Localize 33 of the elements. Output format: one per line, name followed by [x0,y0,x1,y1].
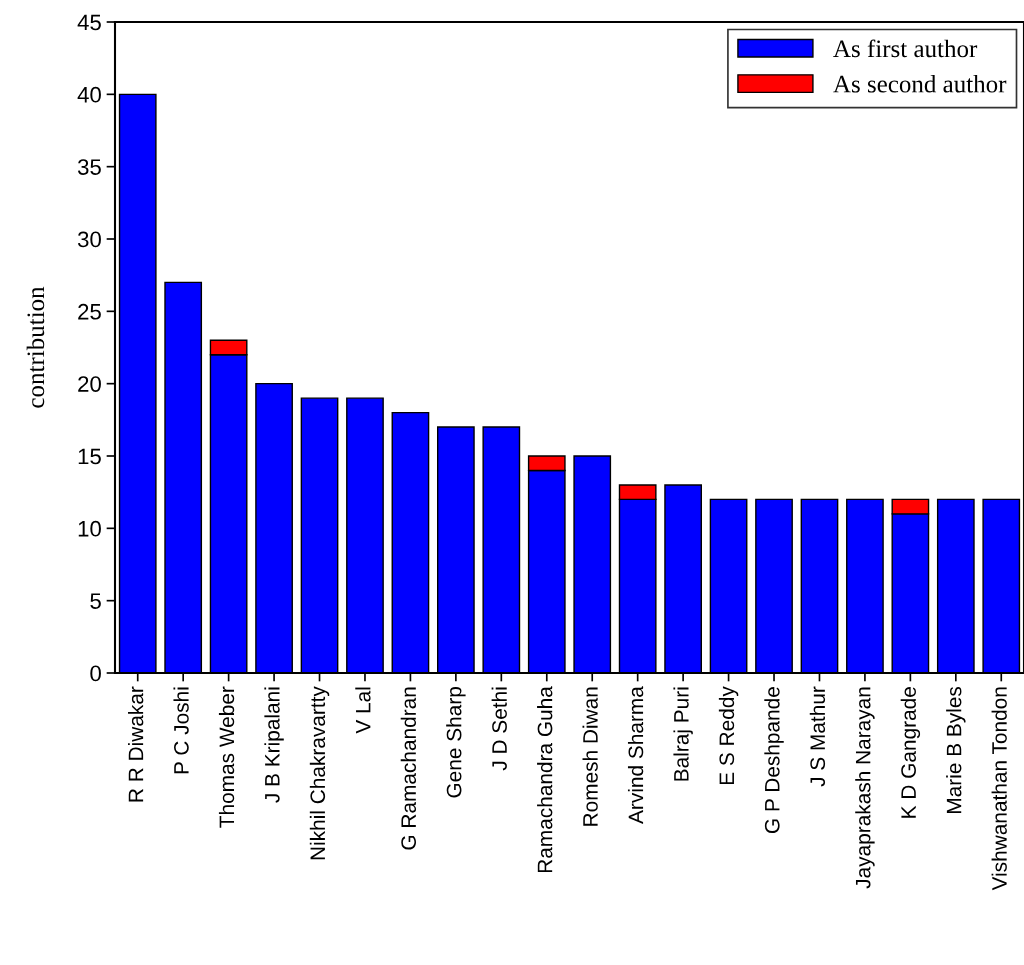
y-tick-label: 0 [90,665,101,682]
x-tick-label: Marie B Byles [946,686,966,813]
x-tick-label: J S Mathur [809,686,826,787]
x-tick-label: Balraj Puri [673,687,693,781]
x-tick-label: P C Joshi [173,687,189,774]
x-tick-label: Thomas Weber [218,686,235,828]
y-tick-label: 45 [77,14,101,31]
y-axis-title: contribution [26,286,45,408]
x-tick-label: Arvind Sharma [627,686,644,824]
y-tick-label: 40 [77,86,101,103]
x-tick-label: Nikhil Chakravartty [309,686,330,860]
legend-label: As second author [833,74,1007,93]
x-tick-label: Vishwanathan Tondon [991,687,1007,891]
x-tick-label: K D Gangrade [900,687,921,818]
y-tick-label: 25 [78,303,101,320]
x-tick-label: G P Deshpande [764,687,784,834]
x-tick-label: Gene Sharp [446,687,466,798]
x-tick-label: Ramachandra Guha [537,686,553,873]
x-tick-label: G Ramachandran [400,687,417,850]
y-tick-label: 10 [78,520,101,537]
x-tick-label: J B Kripalani [264,687,284,803]
y-tick-label: 30 [77,231,101,248]
y-tick-label: 5 [90,593,101,609]
x-tick-label: Jayaprakash Narayan [855,687,875,889]
x-tick-label: V Lal [355,687,371,734]
x-tick-label: E S Reddy [718,686,739,785]
y-tick-label: 20 [78,376,101,392]
y-tick-label: 35 [77,159,101,175]
legend-label: As first author [833,39,978,58]
x-tick-label: R R Diwakar [128,686,144,802]
x-tick-label: Romesh Diwan [582,687,598,826]
y-tick-label: 15 [78,448,101,465]
x-tick-label: J D Sethi [491,687,507,771]
